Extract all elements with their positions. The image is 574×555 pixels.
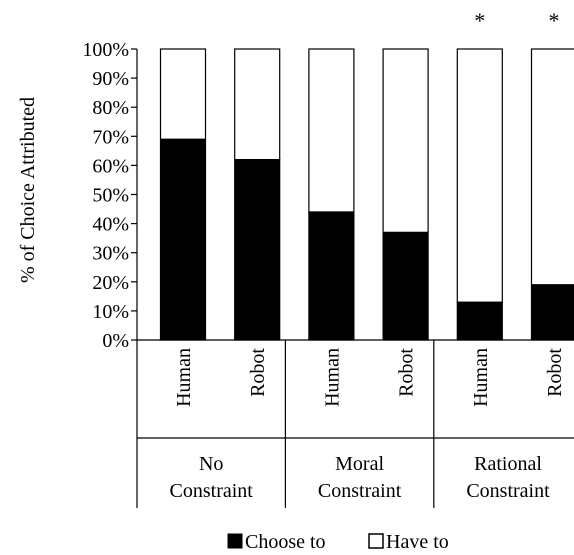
bar-have-to [530, 48, 574, 286]
x-category-label: Human [470, 348, 492, 407]
significance-asterisk: * [474, 8, 485, 33]
bar-have-to [308, 48, 355, 213]
y-axis-title: % of Choice Attributed [17, 97, 39, 283]
legend-label-have-to: Have to [386, 531, 449, 553]
bar-choose-to [308, 211, 355, 341]
bar-have-to [234, 48, 281, 161]
y-tick-label: 60% [92, 155, 129, 177]
legend-swatch-choose-to [227, 533, 243, 549]
group-label: Constraint [318, 480, 402, 502]
significance-asterisk: * [549, 8, 560, 33]
bar-choose-to [382, 231, 429, 341]
y-tick-label: 80% [92, 97, 129, 119]
bar-choose-to [456, 301, 503, 341]
legend-swatch-have-to [368, 533, 384, 549]
bar-have-to [382, 48, 429, 233]
bar-choose-to [530, 284, 574, 341]
bar-choose-to [159, 138, 207, 341]
y-tick-label: 10% [92, 301, 129, 323]
x-category-label: Human [173, 348, 195, 407]
group-label: Constraint [170, 480, 254, 502]
y-tick-label: 20% [92, 272, 129, 294]
bar-have-to [456, 48, 503, 303]
y-tick-label: 90% [92, 68, 129, 90]
y-tick-label: 70% [92, 126, 129, 148]
legend: Choose to Have to [227, 531, 449, 553]
group-label: No [199, 453, 223, 475]
bar-choose-to [234, 158, 281, 341]
legend-label-choose-to: Choose to [245, 531, 326, 553]
x-category-label: Robot [396, 348, 418, 397]
group-label: Moral [335, 453, 384, 475]
x-category-label: Robot [544, 348, 566, 397]
plot-area: 0% 10% 20% 30% 40% 50% 60% 70% 80% 90% 100% Human Ro… [82, 8, 574, 508]
x-category-label: Robot [247, 348, 269, 397]
group-label: Rational [474, 453, 542, 475]
y-tick-label: 50% [92, 185, 129, 207]
x-category-label: Human [321, 348, 343, 407]
y-tick-label: 30% [92, 243, 129, 265]
y-tick-label: 0% [102, 330, 129, 352]
bar-have-to [159, 48, 207, 140]
y-tick-label: 40% [92, 214, 129, 236]
group-label: Constraint [466, 480, 550, 502]
y-tick-label: 100% [82, 39, 129, 61]
